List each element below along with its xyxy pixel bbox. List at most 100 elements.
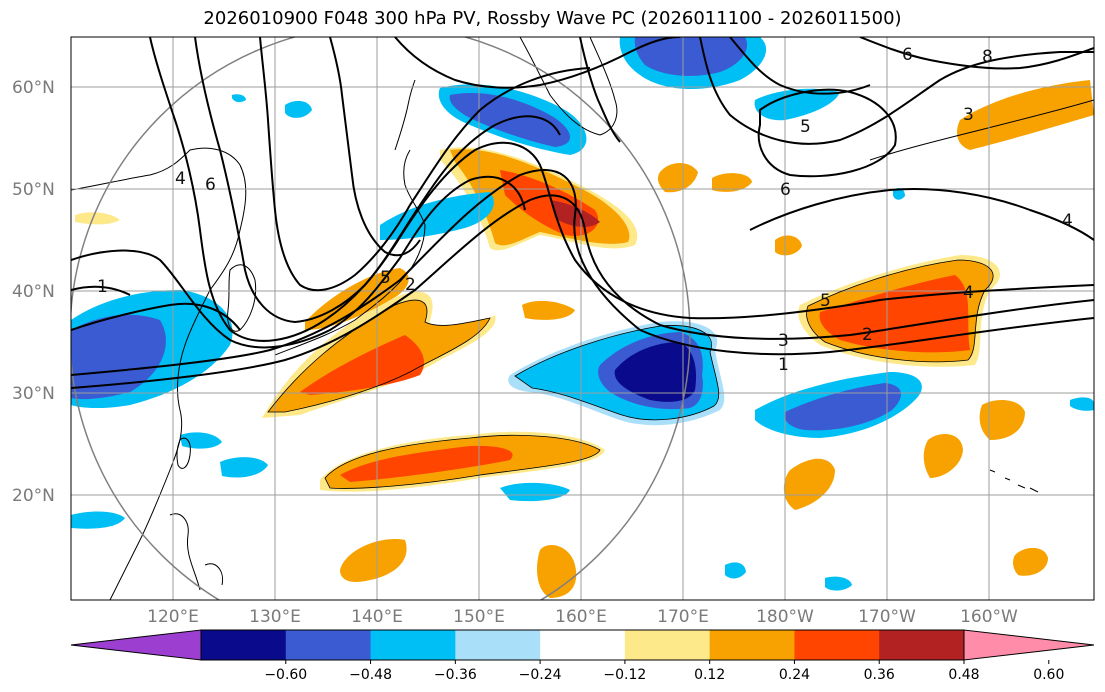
negative-anomaly-dot-2	[232, 94, 246, 103]
pv-contour-layer	[71, 37, 1094, 389]
colorbar-segment	[455, 630, 541, 660]
colorbar-tick-label: −0.60	[264, 667, 307, 683]
outline-subtropic	[324, 434, 601, 489]
lat-label: 60°N	[12, 78, 55, 98]
contour-label: 6	[205, 175, 216, 195]
contour-label: 6	[780, 180, 791, 200]
positive-anomaly-south-6	[1013, 547, 1048, 576]
lat-label: 40°N	[12, 282, 55, 302]
negative-anomaly-south-1	[500, 482, 570, 502]
contour-label: 4	[1062, 211, 1073, 231]
lon-label: 170°W	[858, 607, 916, 627]
lon-label: 120°E	[147, 607, 199, 627]
colorbar-segment	[879, 630, 965, 660]
pv-contour-5	[194, 37, 561, 324]
contour-label: 5	[820, 291, 831, 311]
chart-title: 2026010900 F048 300 hPa PV, Rossby Wave …	[203, 8, 902, 29]
pv-contour-6	[259, 37, 591, 292]
positive-anomaly-east-2	[657, 163, 698, 193]
positive-anomaly-south-2	[537, 545, 577, 598]
colorbar-frame	[200, 629, 965, 661]
pv-contour-12	[729, 37, 871, 95]
alaska-coastline	[869, 99, 1094, 161]
negative-anomaly-south-5	[725, 562, 746, 579]
positive-anomaly-south-4	[923, 434, 963, 478]
contour-label: 5	[800, 117, 811, 137]
pv-contour-4	[149, 37, 1094, 342]
negative-anomaly-north-3	[754, 88, 840, 121]
positive-anomaly-south-5	[979, 399, 1025, 440]
anomaly-outline-layer	[267, 259, 994, 489]
negative-anomaly-south-3	[71, 511, 125, 529]
lon-label: 170°E	[657, 607, 709, 627]
lon-label: 180°W	[756, 607, 814, 627]
lat-label: 20°N	[12, 486, 55, 506]
pv-contour-11	[859, 37, 1094, 70]
colorbar-segment	[370, 630, 456, 660]
graticule	[71, 37, 1094, 600]
colorbar-segment	[794, 630, 880, 660]
hawaii-islands	[989, 469, 1039, 493]
positive-anomaly-south-1	[340, 539, 407, 582]
pv-contour-14	[579, 37, 621, 143]
latitude-labels: 60°N 50°N 40°N 30°N 20°N	[12, 78, 55, 506]
region-circle	[71, 37, 691, 600]
positive-anomaly-subtropic-inner	[340, 445, 513, 482]
pv-contour-9	[699, 37, 1094, 145]
negative-anomaly-dot-1	[285, 100, 312, 118]
contour-label: 8	[982, 47, 993, 67]
negative-anomaly-north-2-core	[634, 37, 748, 76]
colorbar-tick-label: 0.24	[779, 667, 810, 683]
taiwan-coastline	[176, 437, 191, 469]
positive-anomaly-east-4	[775, 235, 802, 256]
colorbar: −0.60 −0.48 −0.36 −0.24 −0.12 0.12 0.24 0.36 0.4…	[70, 629, 1095, 683]
colorbar-tick-label: 0.48	[948, 667, 979, 683]
positive-anomaly-east-1	[957, 80, 1094, 150]
negative-anomaly-south-2	[220, 457, 268, 478]
positive-anomaly-west-1	[75, 212, 120, 225]
colorbar-segment	[285, 630, 372, 660]
contour-label: 4	[175, 169, 186, 189]
negative-anomaly-jet-tongue	[380, 192, 494, 240]
negative-anomaly-dot-3	[893, 188, 905, 200]
positive-anomaly-sea-of-japan	[305, 268, 409, 330]
colorbar-tick-label: −0.12	[603, 667, 646, 683]
philippines-coastline	[169, 513, 224, 591]
pv-contour-16	[71, 285, 131, 296]
contour-label: 5	[380, 268, 391, 288]
negative-anomaly-china-core	[71, 314, 166, 400]
lon-label: 150°E	[453, 607, 505, 627]
lon-label: 140°E	[351, 607, 403, 627]
contour-label-layer: 1 3 5 6 5 3 6 8 4 4 2 1 6 4 5 2	[97, 45, 1073, 375]
pv-contour-7	[329, 37, 421, 257]
lon-label: 130°E	[249, 607, 301, 627]
colorbar-segment	[540, 630, 626, 660]
map-frame	[70, 36, 1095, 601]
japan-coastline	[274, 149, 426, 356]
colorbar-tick-label: 0.36	[864, 667, 895, 683]
positive-anomaly-east-3	[712, 173, 752, 192]
lat-label: 50°N	[12, 180, 55, 200]
outline-pacific	[514, 325, 720, 421]
pv-contour-2	[71, 194, 1094, 389]
colorbar-tick-label: −0.24	[519, 667, 562, 683]
lat-label: 30°N	[12, 384, 55, 404]
colorbar-tick-label: 0.12	[694, 667, 725, 683]
colorbar-tick-label: −0.36	[434, 667, 477, 683]
negative-anomaly-south-4	[180, 432, 222, 449]
negative-anomaly-far-east	[1070, 397, 1094, 411]
contour-label: 6	[902, 45, 913, 65]
pv-contour-8	[394, 37, 681, 89]
pv-contour-15	[71, 302, 241, 331]
colorbar-segment	[201, 630, 287, 660]
negative-anomaly-east-pacific-core	[784, 383, 902, 431]
outline-dateline	[806, 259, 994, 363]
longitude-labels: 120°E 130°E 140°E 150°E 160°E 170°E 180°…	[147, 607, 1018, 627]
contour-label: 2	[405, 275, 416, 295]
contour-label: 2	[862, 325, 873, 345]
colorbar-extend-high	[963, 629, 1095, 661]
negative-anomaly-south-6	[825, 576, 852, 591]
pv-contour-13	[749, 188, 1094, 241]
contour-label: 3	[963, 105, 974, 125]
